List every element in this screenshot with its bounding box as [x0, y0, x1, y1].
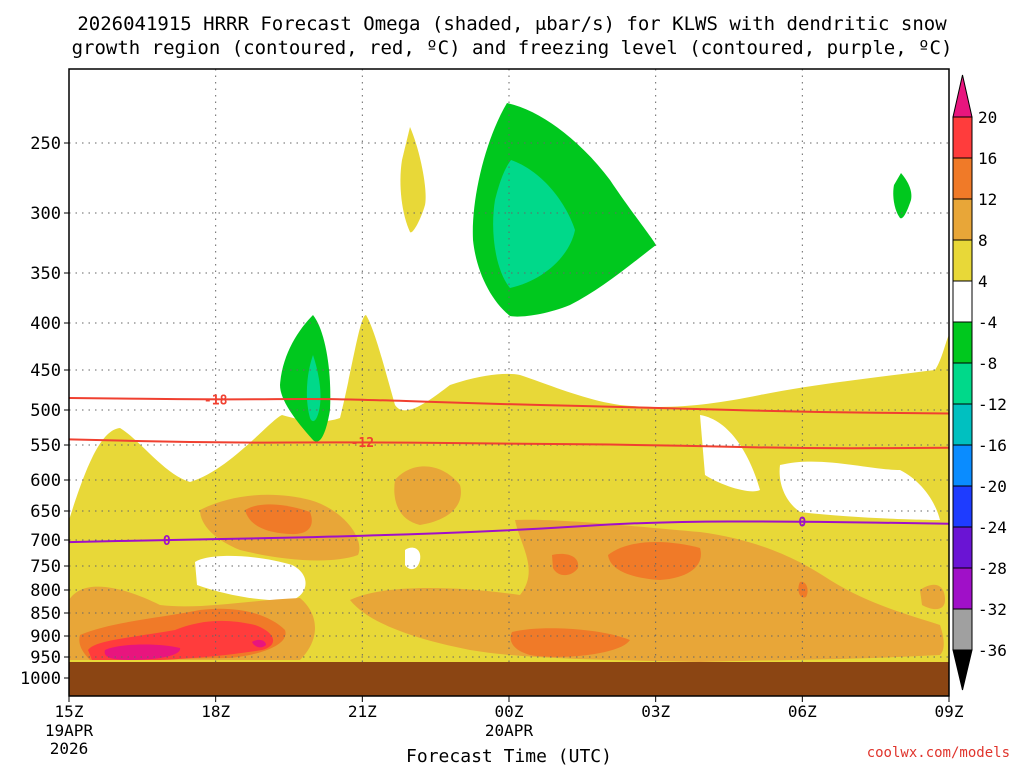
colorbar-swatch-3	[952, 239, 973, 282]
y-tick-label-750: 750	[30, 557, 61, 577]
colorbar-swatch-6	[952, 362, 973, 405]
omega-gt20	[104, 644, 181, 660]
colorbar-swatch-5	[952, 321, 973, 364]
omega-lt4-pocket2	[405, 547, 421, 570]
omega-minus8to12-upper	[493, 160, 575, 288]
omega-8to12-band-c	[394, 466, 461, 525]
colorbar-label-13: -36	[978, 641, 1007, 660]
omega-lt4-pocket1	[195, 555, 306, 601]
x-tick-label-1: 18Z	[201, 702, 230, 721]
omega-minus4to8-small	[893, 173, 912, 219]
x-tick-sublabel-3-0: 20APR	[485, 721, 534, 740]
freezing-level-0-label: 0	[163, 534, 171, 549]
colorbar-bottom-triangle	[952, 649, 973, 691]
y-tick-label-400: 400	[30, 314, 61, 334]
colorbar-label-10: -24	[978, 518, 1007, 537]
dgz-minus-12-line	[69, 438, 949, 450]
colorbar-swatch-1	[952, 157, 973, 200]
y-tick-label-800: 800	[30, 581, 61, 601]
below-ground	[69, 662, 949, 696]
y-axis: 250 300 350 400 450 500 550 600 650 700 750 800 850 9…	[20, 134, 69, 689]
colorbar-label-4: 4	[978, 272, 988, 291]
y-tick-label-850: 850	[30, 604, 61, 624]
y-tick-label-450: 450	[30, 361, 61, 381]
omega-12to16-e	[798, 581, 808, 598]
colorbar-top-triangle	[952, 74, 973, 118]
colorbar-label-8: -16	[978, 436, 1007, 455]
omega-12to16-a	[245, 504, 312, 535]
gridlines	[69, 69, 949, 662]
x-tick-sublabel-0-1: 2026	[50, 739, 89, 758]
omega-8to12-band-d	[350, 519, 944, 662]
colorbar-swatch-9	[952, 485, 973, 528]
y-tick-label-250: 250	[30, 134, 61, 154]
freezing-level-0-line	[69, 520, 949, 544]
plot-area: -18 -12 0 0	[69, 69, 949, 696]
x-axis-label: Forecast Time (UTC)	[406, 746, 612, 767]
y-tick-label-350: 350	[30, 264, 61, 284]
colorbar-label-12: -32	[978, 600, 1007, 619]
colorbar-label-11: -28	[978, 559, 1007, 578]
y-tick-label-300: 300	[30, 204, 61, 224]
colorbar-swatch-11	[952, 567, 973, 610]
colorbar: 20 16 12 8 4 -4 -8 -12 -16 -20 -24 -28 -32 -36	[952, 74, 1007, 691]
contour-lines: -18 -12 0 0	[69, 394, 949, 549]
colorbar-label-5: -4	[978, 313, 997, 332]
omega-lt4-pocket5	[700, 415, 760, 492]
colorbar-label-9: -20	[978, 477, 1007, 496]
chart-title-line2: growth region (contoured, red, ºC) and f…	[72, 37, 953, 59]
x-tick-sublabel-0-0: 19APR	[45, 721, 94, 740]
y-tick-label-600: 600	[30, 471, 61, 491]
omega-gt20-small	[252, 639, 266, 648]
omega-minus8to12-mid	[306, 355, 321, 422]
y-tick-label-650: 650	[30, 502, 61, 522]
colorbar-label-7: -12	[978, 395, 1007, 414]
colorbar-swatch-2	[952, 198, 973, 241]
y-tick-label-500: 500	[30, 401, 61, 421]
credit-text: coolwx.com/models	[867, 745, 1010, 761]
x-tick-label-6: 09Z	[935, 702, 964, 721]
omega-12to16-c	[552, 553, 579, 576]
chart-title-line1: 2026041915 HRRR Forecast Omega (shaded, …	[77, 13, 947, 35]
freezing-level-0-label-2: 0	[798, 515, 806, 530]
colorbar-swatch-8	[952, 444, 973, 487]
colorbar-label-2: 12	[978, 190, 997, 209]
dgz-minus-12-label: -12	[351, 436, 374, 451]
x-tick-label-3: 00Z	[495, 702, 524, 721]
x-tick-label-4: 03Z	[641, 702, 670, 721]
omega-shading	[69, 103, 949, 696]
x-tick-label-0: 15Z	[55, 702, 84, 721]
y-tick-label-1000: 1000	[20, 669, 61, 689]
colorbar-label-3: 8	[978, 231, 988, 250]
omega-12to16-d	[510, 628, 630, 657]
colorbar-swatch-0	[952, 116, 973, 159]
y-tick-label-550: 550	[30, 436, 61, 456]
colorbar-swatch-4	[952, 280, 973, 323]
omega-lt4-pocket6	[779, 461, 940, 520]
dgz-minus-18-line	[69, 397, 949, 415]
y-tick-label-900: 900	[30, 627, 61, 647]
x-tick-label-5: 06Z	[788, 702, 817, 721]
colorbar-label-0: 20	[978, 108, 997, 127]
colorbar-swatch-12	[952, 608, 973, 651]
dgz-minus-18-label: -18	[204, 394, 228, 409]
omega-8to12-band-e	[920, 584, 945, 610]
x-tick-label-2: 21Z	[348, 702, 377, 721]
omega-12to16-b	[608, 542, 701, 580]
colorbar-label-6: -8	[978, 354, 997, 373]
colorbar-swatch-7	[952, 403, 973, 446]
colorbar-swatch-10	[952, 526, 973, 569]
omega-4to8-upper	[400, 127, 426, 233]
y-tick-label-700: 700	[30, 531, 61, 551]
colorbar-label-1: 16	[978, 149, 997, 168]
y-tick-label-950: 950	[30, 648, 61, 668]
